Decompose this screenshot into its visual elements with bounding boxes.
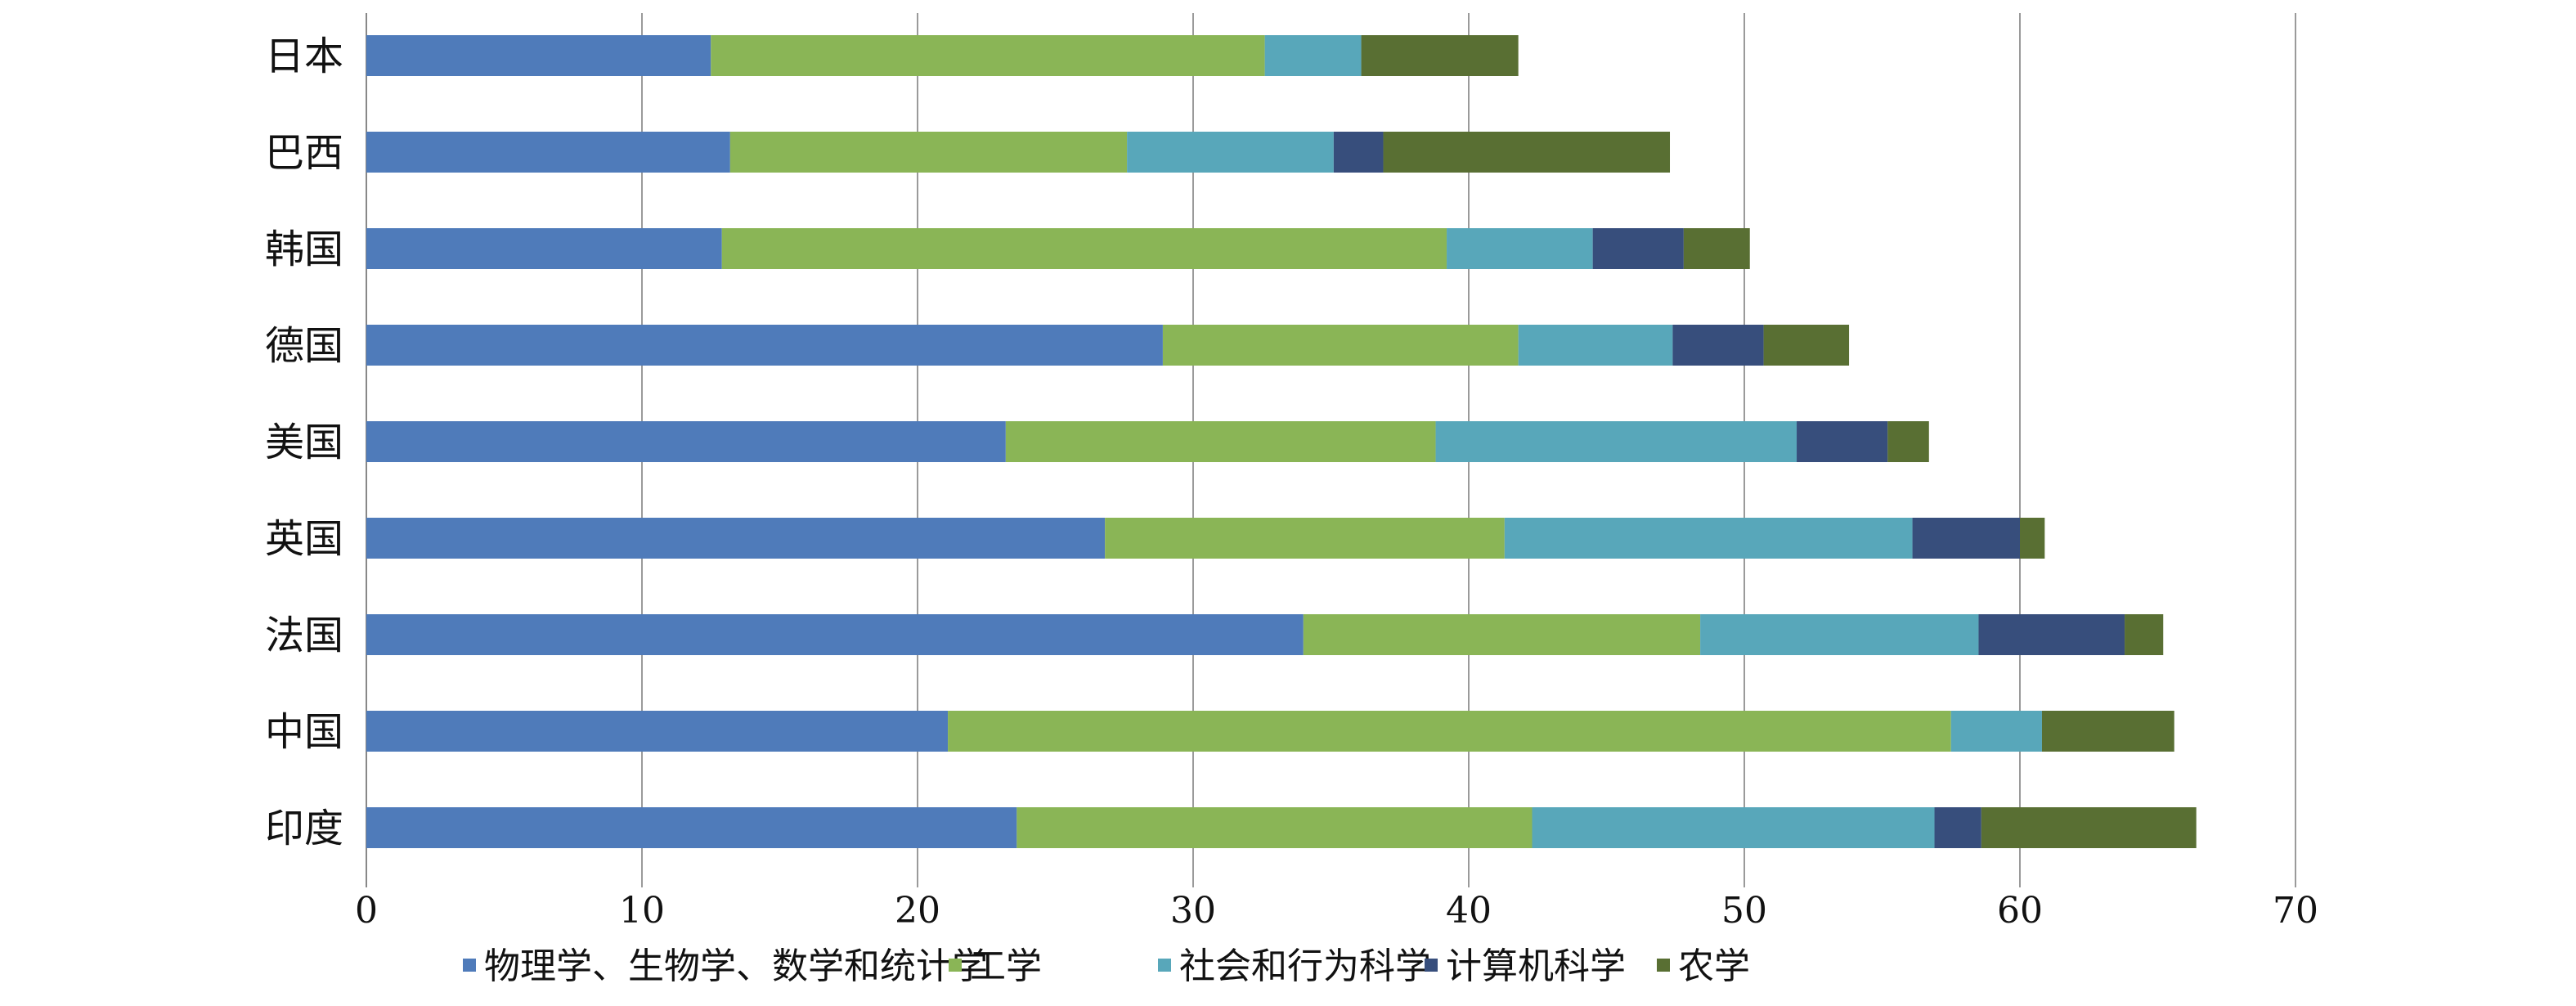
category-label: 英国 [265,516,343,562]
bar-segment [1504,518,1913,559]
legend-swatch [1657,959,1670,972]
x-tick-labels: 0 10 20 30 40 50 60 70 [355,890,2318,932]
bar-segment [948,711,1951,752]
bar-segment [1361,35,1519,76]
bar-segment [1592,228,1684,269]
bar-segment [366,132,730,173]
bar-segment [711,35,1265,76]
bar-segment [366,518,1106,559]
x-tick-label: 30 [1170,890,1216,932]
legend-label: 计算机科学 [1446,945,1626,987]
x-tick-label: 20 [895,890,940,932]
category-label: 印度 [265,806,343,851]
x-tick-label: 10 [619,890,665,932]
bar-segment [1887,421,1929,462]
bar-segment [721,228,1447,269]
category-label: 美国 [265,420,343,465]
bar-segment [1162,325,1519,366]
bar-segment [1950,711,2042,752]
bar-segment [1532,807,1935,848]
bar-segment [366,711,949,752]
category-label: 中国 [265,709,343,755]
bar-segment [1435,421,1797,462]
category-label: 德国 [265,323,343,369]
legend-swatch [949,959,962,972]
x-tick-label: 50 [1721,890,1767,932]
x-tick-label: 0 [355,890,378,932]
bar-segment [366,325,1163,366]
x-tick-label: 40 [1446,890,1492,932]
bar-segment [1518,325,1673,366]
legend-swatch [1425,959,1438,972]
legend-swatch [1158,959,1171,972]
bar-segment [1005,421,1436,462]
category-label: 韩国 [265,227,343,272]
bar-segment [1127,132,1334,173]
bar-segment [1447,228,1593,269]
bars [366,35,2197,848]
bar-segment [366,807,1017,848]
bar-segment [1934,807,1981,848]
bar-segment [1763,325,1850,366]
category-label: 日本 [265,34,343,79]
bar-segment [1303,614,1701,655]
category-label: 法国 [265,613,343,658]
x-tick-label: 70 [2273,890,2318,932]
bar-segment [1105,518,1505,559]
legend-label: 物理学、生物学、数学和统计学 [484,945,988,987]
bar-segment [366,35,711,76]
legend-label: 工学 [970,945,1042,987]
legend-label: 社会和行为科学 [1179,945,1431,987]
bar-segment [1700,614,1979,655]
bar-segment [1978,614,2125,655]
legend-swatch [463,959,476,972]
bar-segment [1683,228,1750,269]
bar-segment [1981,807,2197,848]
bar-segment [2020,518,2045,559]
bar-segment [1912,518,2020,559]
bar-segment [1672,325,1764,366]
bar-segment [2125,614,2164,655]
bar-segment [366,228,722,269]
bar-segment [729,132,1128,173]
bar-segment [366,614,1304,655]
category-label: 巴西 [265,130,343,176]
bar-segment [1333,132,1384,173]
bar-segment [1797,421,1888,462]
bar-segment [1016,807,1533,848]
x-tick-label: 60 [1997,890,2043,932]
bar-segment [366,421,1006,462]
bar-segment [1383,132,1671,173]
legend-label: 农学 [1678,945,1750,987]
bar-segment [2041,711,2174,752]
bar-segment [1264,35,1362,76]
